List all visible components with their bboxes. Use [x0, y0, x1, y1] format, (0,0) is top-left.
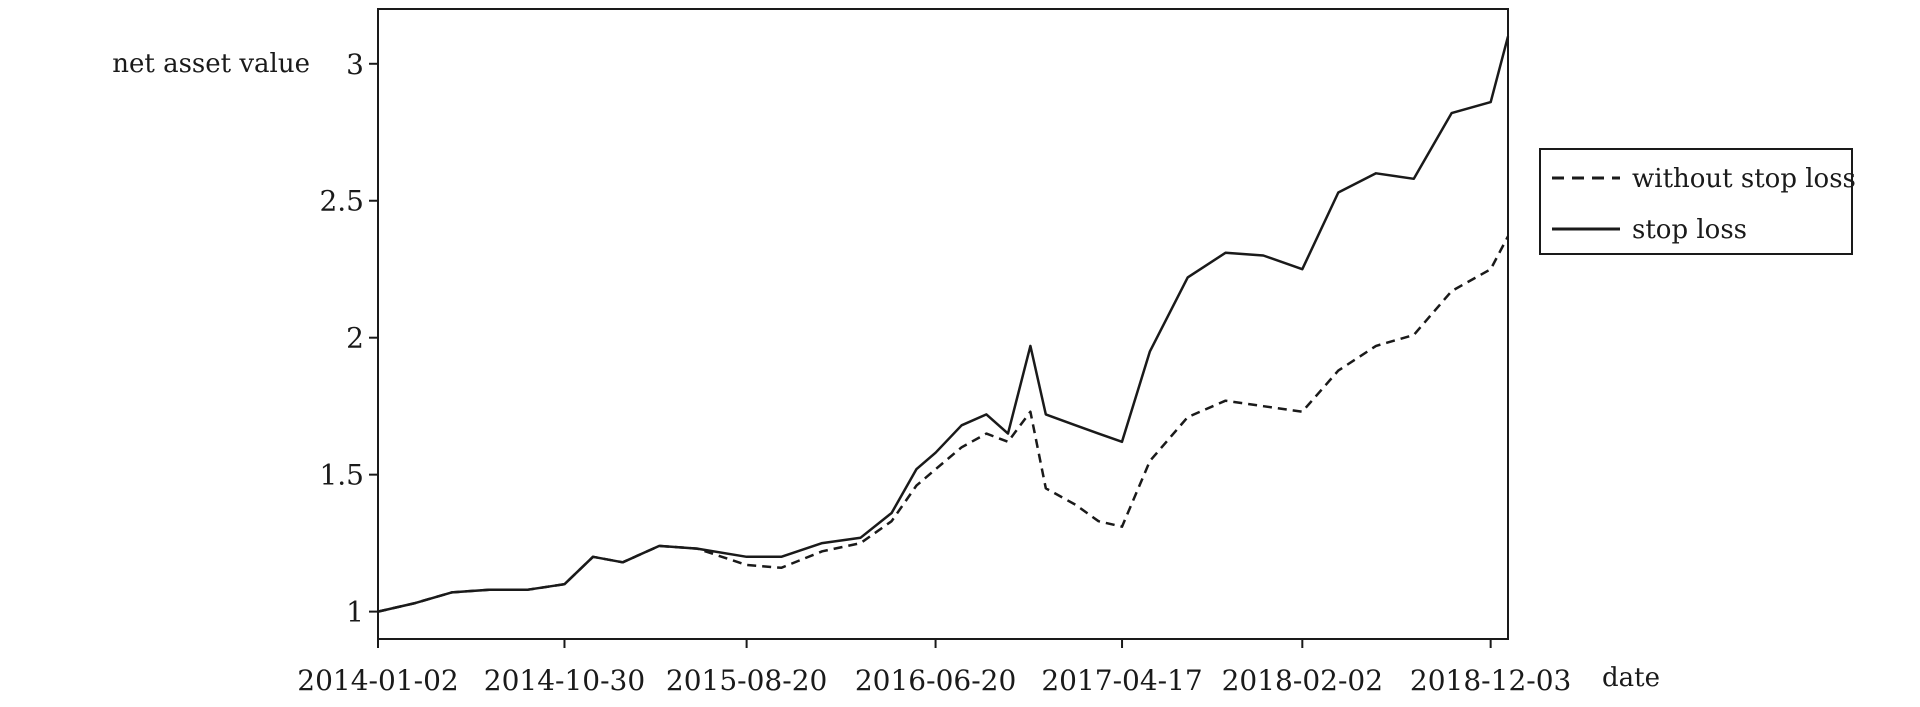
x-axis-ticks: 2014-01-02 2014-10-30 2015-08-20 2016-06-20…	[297, 639, 1571, 697]
x-axis-title: date	[1602, 663, 1660, 693]
x-tick-label: 2014-10-30	[484, 664, 645, 697]
y-axis-title: net asset value	[112, 49, 310, 79]
y-tick-label: 2	[346, 322, 364, 355]
x-tick-label: 2014-01-02	[297, 664, 458, 697]
x-tick-label: 2018-12-03	[1410, 664, 1571, 697]
x-tick-label: 2018-02-02	[1222, 664, 1383, 697]
legend: without stop loss stop loss	[1539, 148, 1856, 255]
y-tick-label: 1	[346, 596, 364, 629]
series-layer	[377, 36, 1510, 613]
legend-label-without-stop-loss: without stop loss	[1632, 164, 1856, 194]
x-tick-label: 2015-08-20	[666, 664, 827, 697]
series-line-stop-loss	[377, 36, 1510, 613]
y-tick-label: 3	[346, 48, 364, 81]
legend-label-stop-loss: stop loss	[1632, 215, 1747, 245]
y-axis-ticks: 1 1.5 2 2.5 3	[319, 48, 378, 629]
legend-frame	[1539, 148, 1853, 255]
plot-area-frame	[377, 8, 1509, 640]
x-tick-label: 2016-06-20	[855, 664, 1016, 697]
y-tick-label: 2.5	[319, 185, 364, 218]
y-tick-label: 1.5	[319, 459, 364, 492]
series-line-without-stop-loss	[377, 235, 1510, 613]
x-tick-label: 2017-04-17	[1041, 664, 1202, 697]
